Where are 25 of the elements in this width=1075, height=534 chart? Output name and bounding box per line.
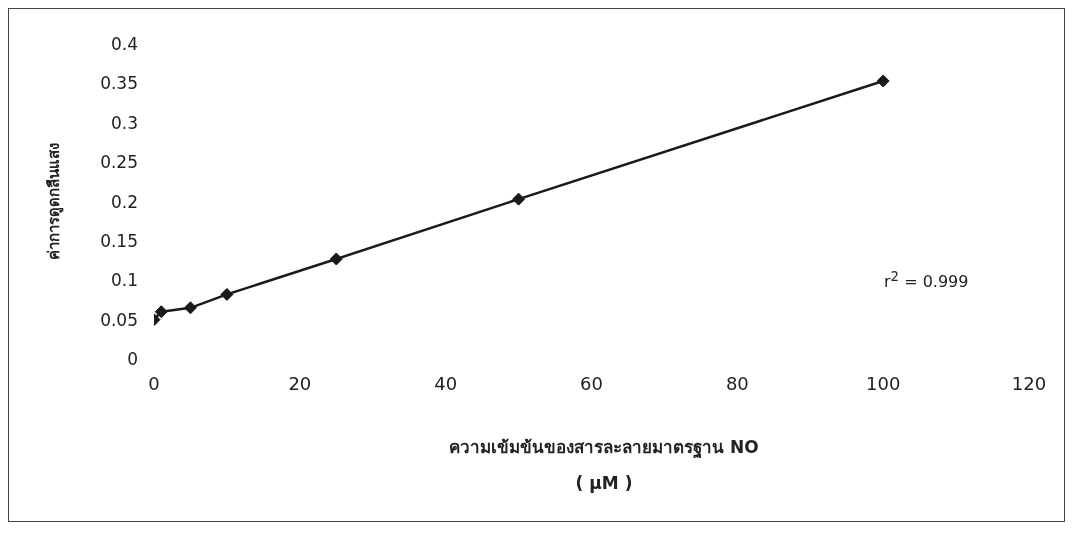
point (220, 287, 234, 301)
y-tick-label: 0.05 (100, 309, 138, 330)
x-tick-label: 60 (580, 372, 603, 394)
point (154, 305, 168, 319)
x-tick-label: 100 (865, 372, 901, 394)
point (183, 301, 197, 315)
x-tick-label: 40 (434, 372, 458, 394)
point (329, 252, 343, 266)
x-tick-label: 120 (1011, 372, 1047, 394)
y-tick-label: 0.3 (110, 112, 138, 133)
y-tick-label: 0.35 (100, 73, 138, 94)
x-axis-title: ความเข้มข้นของสารละลายมาตรฐาน NO ( μM ) (448, 436, 760, 495)
annotation: r$^{2}$ = 0.999 (884, 269, 969, 292)
y-tick-label: 0.15 (100, 230, 138, 251)
x-tick-label: 80 (725, 372, 749, 394)
y-tick-label: 0.1 (110, 270, 138, 291)
y-tick-label: 0.2 (110, 191, 138, 212)
point (876, 74, 890, 88)
y-tick-label: 0 (127, 349, 138, 370)
x-tick-label: 0 (148, 372, 160, 394)
y-tick-label: 0.25 (100, 152, 138, 173)
x-tick-label: 20 (288, 372, 312, 394)
y-tick-label: 0.4 (110, 34, 138, 55)
point (512, 192, 526, 206)
y-axis-title: ค่าการดูดกลืนแสง (45, 143, 65, 260)
